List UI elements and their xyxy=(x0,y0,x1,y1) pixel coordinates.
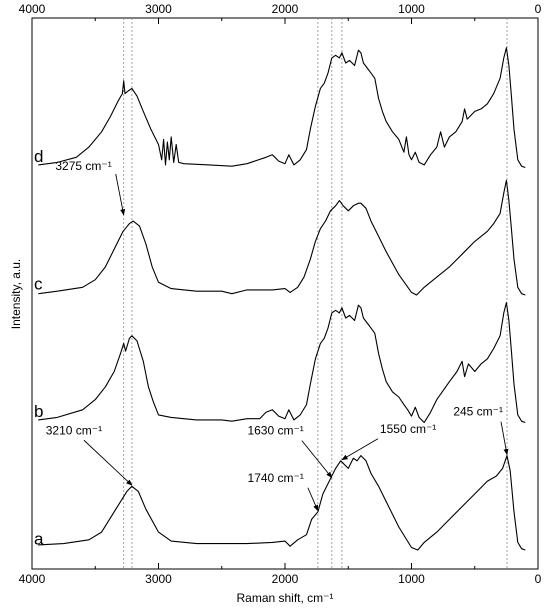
series-label-d: d xyxy=(34,147,43,166)
x-tick-label: 0 xyxy=(535,572,542,586)
spectrum-d xyxy=(38,47,526,169)
reference-lines xyxy=(123,18,508,569)
x-tick-label: 1000 xyxy=(398,572,425,586)
annotation-arrow xyxy=(301,440,333,479)
series-label-a: a xyxy=(34,529,44,548)
top-tick-label: 3000 xyxy=(145,2,172,16)
series-label-c: c xyxy=(34,274,43,293)
annotation-arrow xyxy=(307,487,319,512)
x-tick-label: 2000 xyxy=(272,572,299,586)
annotation-arrow xyxy=(500,421,509,456)
spectrum-a xyxy=(38,455,526,551)
spectrum-c xyxy=(38,179,526,296)
series-label-b: b xyxy=(34,402,43,421)
spectra-series xyxy=(38,47,526,551)
top-tick-label: 0 xyxy=(535,2,542,16)
top-tick-label: 2000 xyxy=(272,2,299,16)
spectrum-b xyxy=(38,302,526,424)
annotation-arrow xyxy=(341,438,379,461)
annotation-label: 245 cm⁻¹ xyxy=(453,405,503,419)
peak-annotations: 3275 cm⁻¹ 3210 cm⁻¹ 1740 cm⁻¹ 1630 cm⁻¹ 1550… xyxy=(46,159,509,512)
annotation-label: 1630 cm⁻¹ xyxy=(247,424,303,438)
y-axis-title: Intensity, a.u. xyxy=(9,259,23,329)
annotation-label: 3275 cm⁻¹ xyxy=(55,159,111,173)
x-tick-label: 3000 xyxy=(145,572,172,586)
annotation-arrow xyxy=(83,439,133,486)
annotation-label: 3210 cm⁻¹ xyxy=(46,423,102,437)
x-axis-title: Raman shift, cm⁻¹ xyxy=(236,591,333,605)
x-tick-label: 4000 xyxy=(19,572,46,586)
annotation-label: 1550 cm⁻¹ xyxy=(380,422,436,436)
axis-ticks: 4000 3000 2000 1000 0 4000 3000 2000 1000 0 xyxy=(19,2,542,586)
annotation-arrow xyxy=(115,173,126,216)
top-tick-label: 4000 xyxy=(19,2,46,16)
annotation-label: 1740 cm⁻¹ xyxy=(248,471,304,485)
plot-frame xyxy=(31,17,539,570)
top-tick-label: 1000 xyxy=(398,2,425,16)
series-labels: a b c d xyxy=(34,147,44,549)
